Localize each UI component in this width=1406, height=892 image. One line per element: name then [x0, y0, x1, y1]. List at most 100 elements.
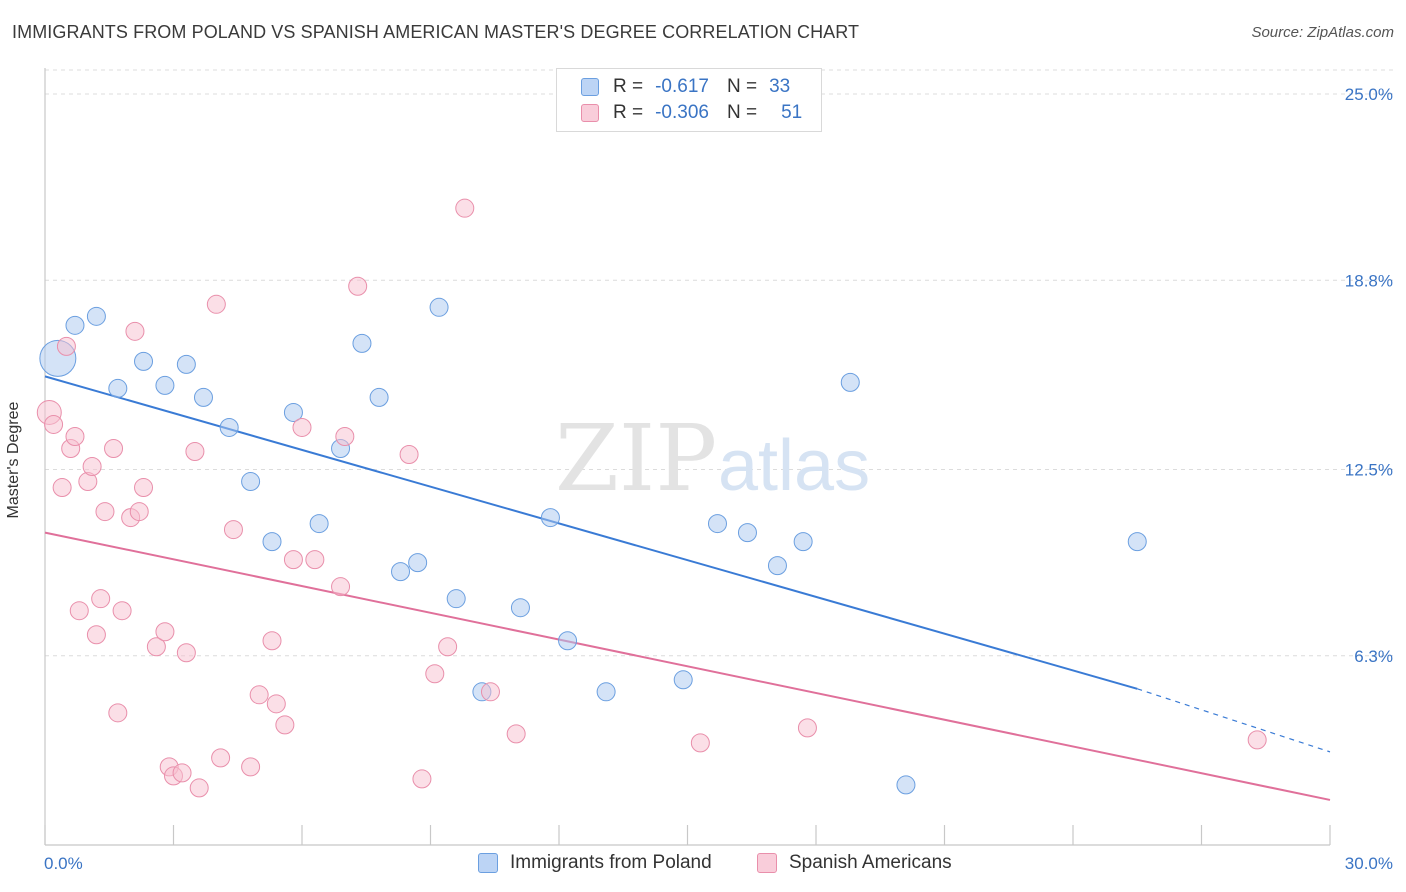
poland-legend-label: Immigrants from Poland — [510, 852, 712, 873]
correlation-legend: R = -0.617 N = 33 R = -0.306 N = 51 — [556, 68, 822, 132]
r-label: R = — [613, 102, 644, 123]
poland-point — [737, 523, 757, 543]
n-label: N = — [726, 76, 758, 97]
poland-point — [309, 514, 329, 534]
spanish-point — [331, 577, 351, 597]
x-tick-label: 0.0% — [44, 854, 83, 873]
source-label: Source: ZipAtlas.com — [1251, 24, 1394, 41]
tick-labels: 6.3% 12.5% 18.8% 25.0% 0.0% 30.0% — [44, 85, 1393, 873]
watermark-zip: ZIP — [555, 405, 717, 512]
poland-point — [408, 553, 428, 573]
spanish-point — [155, 622, 175, 642]
spanish-point — [262, 631, 282, 651]
spanish-point — [56, 336, 76, 356]
poland-point — [86, 306, 106, 326]
spanish-point — [65, 426, 85, 446]
spanish-point — [176, 643, 196, 663]
spanish-point — [129, 502, 149, 522]
spanish-point — [44, 414, 64, 434]
spanish-point — [292, 417, 312, 437]
spanish-point — [425, 664, 445, 684]
spanish-point — [172, 763, 192, 783]
spanish-point — [305, 550, 325, 570]
poland-point — [510, 598, 530, 618]
r-value: -0.617 — [655, 76, 709, 97]
spanish-point — [399, 444, 419, 464]
spanish-point — [690, 733, 710, 753]
spanish-point — [283, 550, 303, 570]
poland-point — [673, 670, 693, 690]
legend-row-poland: R = -0.617 N = 33 — [581, 74, 790, 100]
spanish-point — [134, 478, 154, 498]
spanish-point — [412, 769, 432, 789]
poland-point — [241, 472, 261, 492]
spanish-point — [249, 685, 269, 705]
spanish-point — [125, 321, 145, 341]
chart-title: IMMIGRANTS FROM POLAND VS SPANISH AMERIC… — [12, 22, 860, 42]
spanish-point — [86, 625, 106, 645]
poland-point — [155, 375, 175, 395]
poland-point — [219, 417, 239, 437]
spanish-point — [223, 520, 243, 540]
spanish-point — [189, 778, 209, 798]
poland-point — [896, 775, 916, 795]
poland-point — [558, 631, 578, 651]
poland-point — [176, 354, 196, 374]
spanish-point — [82, 457, 102, 477]
poland-point — [596, 682, 616, 702]
watermark-atlas: atlas — [718, 426, 870, 506]
poland-point — [262, 532, 282, 552]
spanish-point — [506, 724, 526, 744]
spanish-point — [104, 438, 124, 458]
spanish-point — [211, 748, 231, 768]
poland-point — [369, 387, 389, 407]
gridlines — [45, 69, 1393, 657]
x-tick-label: 30.0% — [1345, 854, 1393, 873]
n-value: 51 — [781, 102, 803, 123]
spanish-point — [206, 294, 226, 314]
y-tick-label: 25.0% — [1345, 85, 1393, 104]
watermark: ZIP atlas — [555, 405, 870, 512]
poland-legend-swatch — [478, 853, 498, 873]
r-label: R = — [613, 76, 644, 97]
spanish-point — [112, 601, 132, 621]
poland-point — [707, 514, 727, 534]
y-tick-label: 18.8% — [1345, 271, 1393, 290]
spanish-point — [69, 601, 89, 621]
y-tick-label: 12.5% — [1345, 461, 1393, 480]
spanish-point — [52, 478, 72, 498]
poland-point — [540, 508, 560, 528]
legend-row-spanish: R = -0.306 N = 51 — [581, 100, 802, 126]
spanish-point — [185, 441, 205, 461]
poland-point — [391, 562, 411, 582]
spanish-point — [266, 694, 286, 714]
poland-trend-extension — [1137, 688, 1331, 753]
y-axis-label: Master's Degree — [5, 401, 22, 519]
legend-item-poland: Immigrants from Poland — [478, 852, 712, 874]
poland-point — [193, 387, 213, 407]
axes — [44, 68, 1331, 846]
spanish-point — [275, 715, 295, 735]
spanish-point — [438, 637, 458, 657]
poland-point — [767, 556, 787, 576]
spanish-point — [146, 637, 166, 657]
n-label: N = — [726, 102, 758, 123]
spanish-point — [1247, 730, 1267, 750]
poland-point — [352, 333, 372, 353]
legend-item-spanish: Spanish Americans — [757, 852, 952, 874]
spanish-point — [95, 502, 115, 522]
spanish-point — [108, 703, 128, 723]
spanish-point — [797, 718, 817, 738]
spanish-point — [480, 682, 500, 702]
spanish-legend-label: Spanish Americans — [789, 852, 952, 873]
poland-swatch — [581, 78, 599, 96]
poland-point — [793, 532, 813, 552]
poland-point — [840, 372, 860, 392]
poland-point — [1127, 532, 1147, 552]
poland-point — [108, 378, 128, 398]
spanish-point — [335, 426, 355, 446]
n-value: 33 — [769, 76, 791, 97]
poland-point — [429, 297, 449, 317]
data-points — [36, 198, 1267, 798]
